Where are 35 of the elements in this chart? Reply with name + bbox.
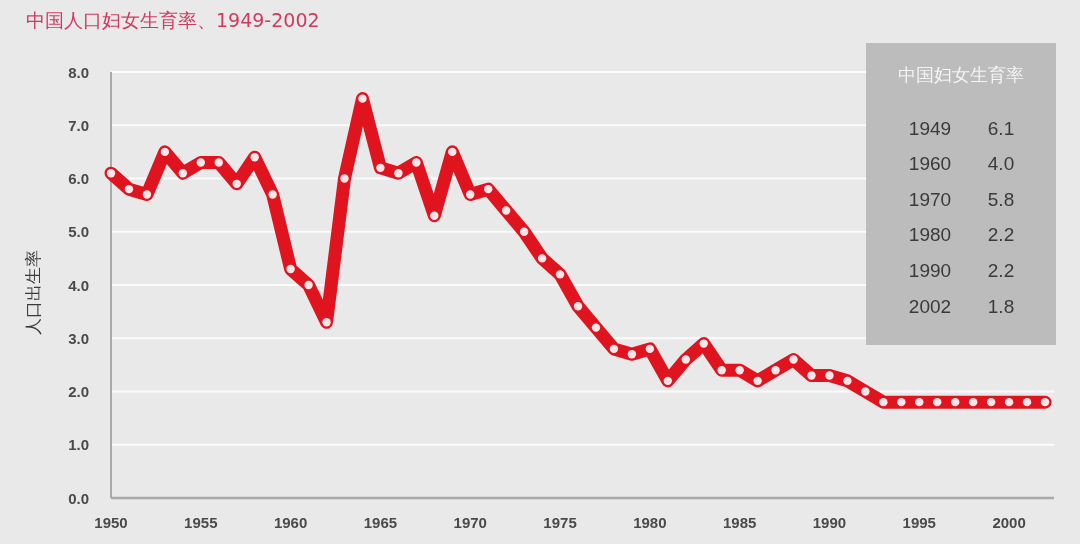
- x-tick-label: 1960: [273, 514, 308, 531]
- y-tick-label: 0.0: [68, 489, 89, 507]
- x-tick-label: 1970: [453, 514, 487, 531]
- annotation: 2002: [908, 295, 952, 317]
- annotation: 1960: [908, 153, 952, 175]
- x-tick-label: 1950: [94, 514, 128, 531]
- annotation: 2.2: [987, 224, 1015, 246]
- x-tick-label: 1995: [902, 514, 936, 531]
- y-tick-label: 4.0: [68, 276, 89, 294]
- y-tick-label: 2.0: [68, 383, 89, 400]
- x-tick-label: 1975: [543, 514, 577, 531]
- x-tick-label: 2000: [992, 514, 1026, 531]
- annotation: 1949: [908, 117, 952, 139]
- annotation: 1.8: [987, 295, 1015, 317]
- annotation: 中国妇女生育率: [898, 64, 1024, 85]
- x-tick-label: 1965: [363, 514, 398, 531]
- y-tick-label: 6.0: [68, 170, 89, 187]
- x-tick-label: 1955: [184, 514, 218, 531]
- annotation: 1980: [908, 224, 952, 246]
- x-tick-label: 1985: [722, 514, 757, 531]
- y-tick-label: 7.0: [68, 116, 89, 134]
- y-tick-label: 1.0: [68, 436, 89, 454]
- y-tick-label: 3.0: [68, 329, 89, 347]
- annotation: 2.2: [987, 259, 1015, 281]
- y-tick-label: 8.0: [68, 63, 89, 81]
- x-tick-label: 1980: [633, 514, 667, 531]
- y-axis-title: 人口出生率: [23, 249, 43, 335]
- y-tick-label: 5.0: [68, 223, 89, 241]
- annotation: 1990: [908, 259, 952, 281]
- annotation: 6.1: [987, 117, 1015, 139]
- annotation: 1970: [908, 188, 952, 210]
- x-tick-label: 1990: [812, 514, 847, 531]
- annotation: 5.8: [987, 188, 1015, 210]
- annotation: 4.0: [987, 153, 1015, 175]
- chart-title: 中国人口妇女生育率、1949-2002: [26, 9, 320, 31]
